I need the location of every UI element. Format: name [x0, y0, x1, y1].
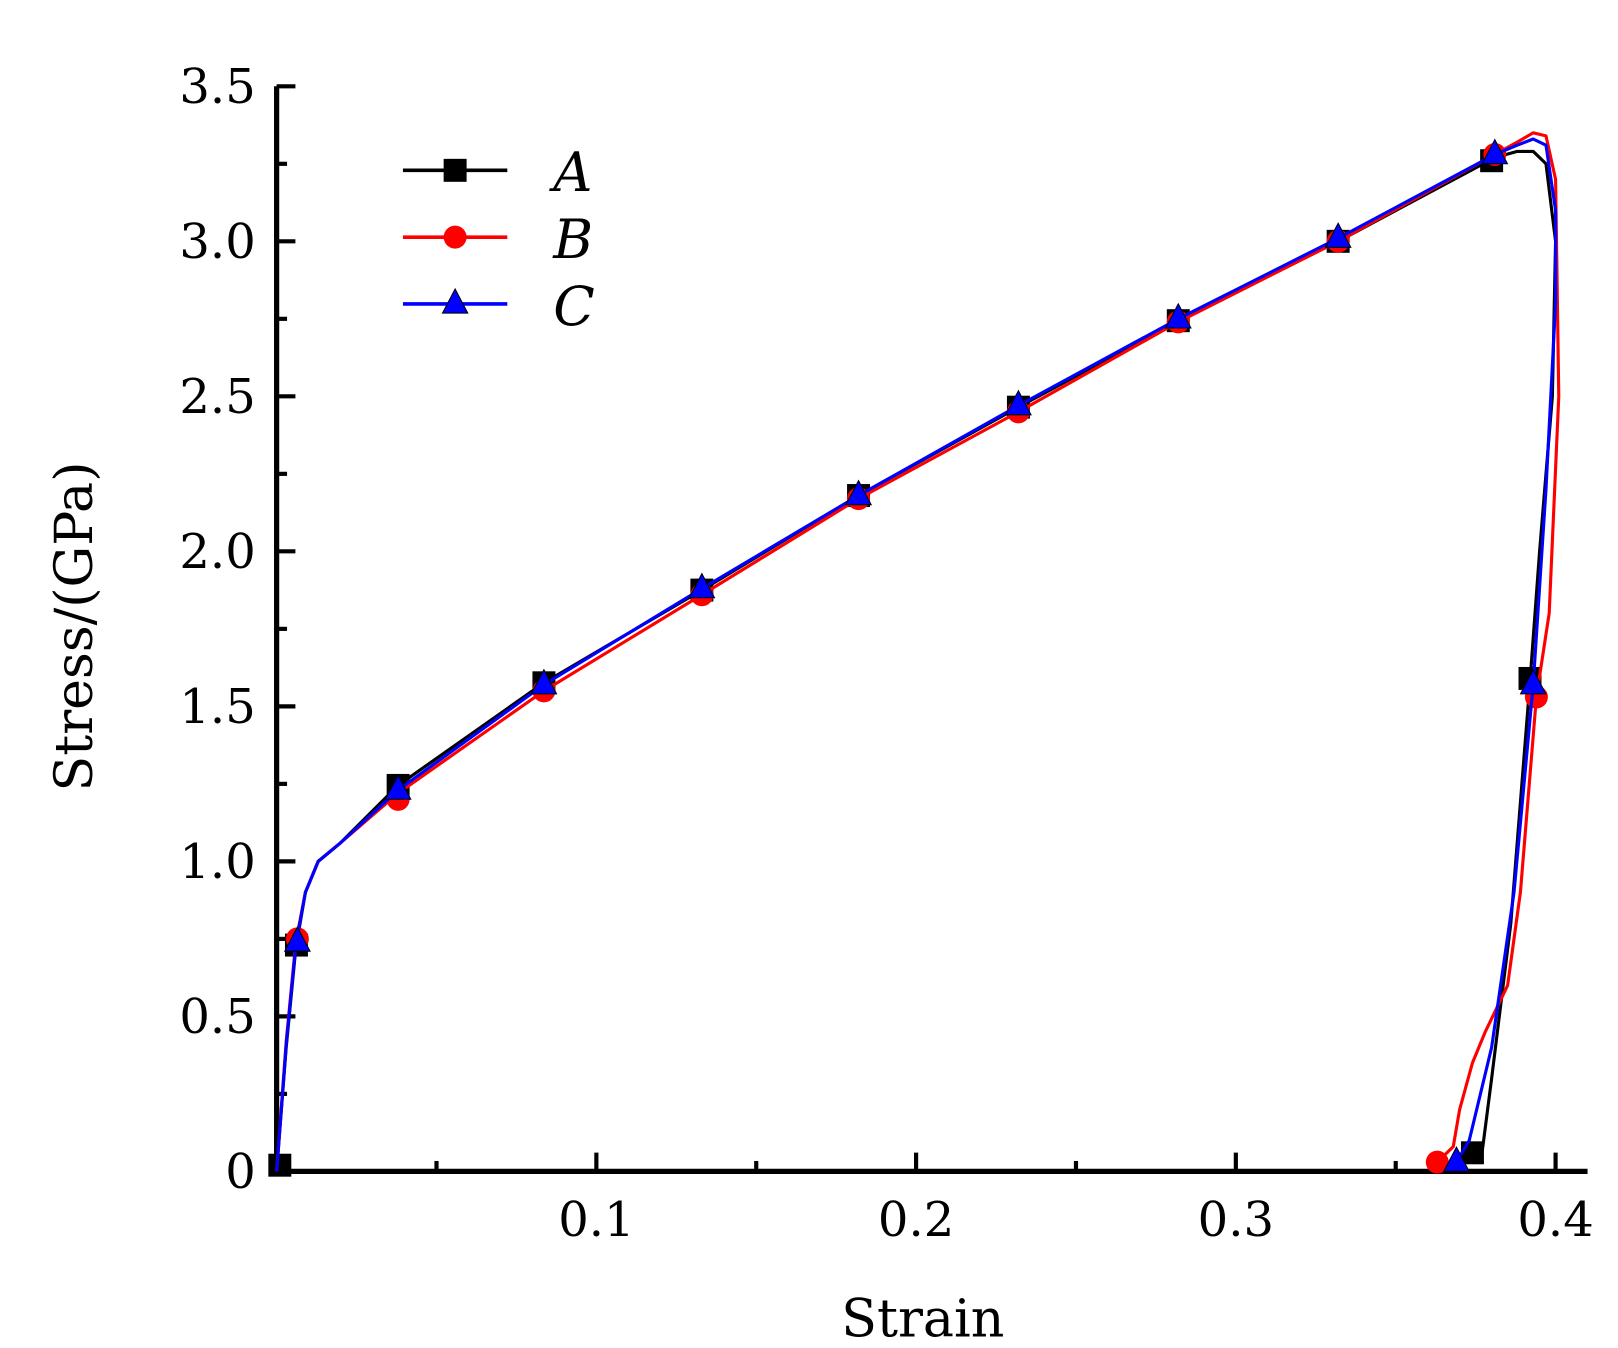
triangle-marker [1164, 302, 1192, 329]
circle-marker [443, 225, 467, 249]
series-b [275, 131, 1561, 1174]
triangle-marker [1481, 138, 1509, 165]
series-line-c [275, 137, 1558, 1172]
series-c [275, 137, 1558, 1172]
x-tick-label: 0.2 [878, 1192, 954, 1248]
series-group [268, 131, 1561, 1177]
triangle-marker [384, 774, 412, 800]
y-tick-label: 1.0 [179, 834, 255, 890]
square-marker [443, 158, 467, 182]
triangle-marker [283, 925, 311, 952]
legend-item-a: A [402, 141, 592, 204]
axes: 0.1 0.2 0.3 0.4 0 0.5 1.0 1.5 2.0 2.5 3.0 3.5 [179, 59, 1593, 1248]
x-tick-label: 0.3 [1198, 1192, 1274, 1248]
legend: ABC [402, 141, 595, 338]
square-marker [268, 1153, 292, 1177]
legend-item-b: B [402, 208, 593, 271]
legend-label: C [553, 275, 595, 338]
triangle-marker [1004, 389, 1032, 416]
triangle-marker [1519, 668, 1547, 695]
y-tick-label: 1.5 [179, 679, 255, 735]
y-axis-label: Stress/(GPa) [45, 462, 105, 792]
triangle-marker [441, 287, 469, 314]
series-line-b [275, 131, 1561, 1172]
y-tick-label: 2.5 [179, 369, 255, 425]
triangle-marker [1442, 1146, 1470, 1172]
triangle-marker [530, 668, 558, 695]
y-tick-label: 3.5 [179, 59, 255, 115]
x-axis-label: Strain [841, 1289, 1004, 1348]
legend-item-c: C [402, 275, 595, 338]
y-tick-label: 3.0 [179, 214, 255, 270]
circle-marker [1425, 1150, 1449, 1174]
x-tick-label: 0.4 [1517, 1192, 1593, 1248]
x-tick-label: 0.1 [558, 1192, 634, 1248]
y-tick-label: 0.5 [179, 989, 255, 1045]
y-tick-label: 2.0 [179, 524, 255, 580]
square-marker [1460, 1141, 1484, 1165]
legend-label: A [548, 141, 592, 204]
triangle-marker [845, 479, 873, 506]
y-tick-label: 0 [225, 1144, 256, 1200]
triangle-marker [1324, 222, 1352, 248]
triangle-marker [688, 572, 716, 599]
legend-label: B [552, 208, 593, 271]
